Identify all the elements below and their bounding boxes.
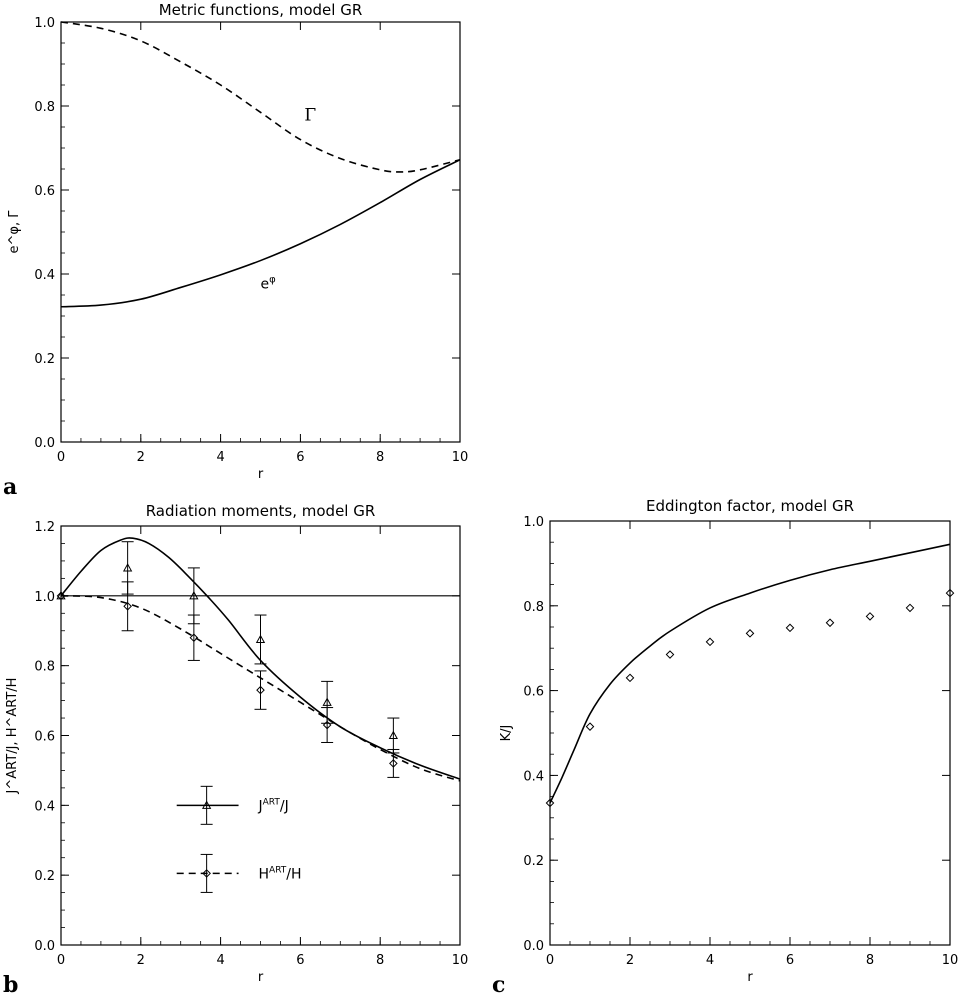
x-tick-label: 2: [626, 953, 634, 968]
legend-label: JART/J: [258, 797, 289, 814]
data-point: [745, 629, 755, 638]
x-tick-label: 4: [216, 450, 224, 465]
data-point: [705, 637, 715, 647]
chart-title: Metric functions, model GR: [159, 1, 363, 19]
series-label-gamma: Γ: [304, 106, 316, 126]
plot-frame: [549, 520, 951, 946]
data-point: [625, 673, 635, 683]
data-point: [322, 720, 332, 730]
data-point: [825, 618, 835, 628]
x-tick-label: 10: [452, 953, 469, 968]
panel-letter: c: [492, 972, 505, 994]
x-tick-label: 10: [452, 450, 469, 465]
x-tick-label: 0: [546, 953, 554, 968]
data-point: [255, 634, 266, 644]
series-2: [545, 588, 955, 808]
x-tick-label: 6: [296, 450, 304, 465]
data-point: [388, 730, 399, 740]
y-tick-label: 0.2: [523, 854, 544, 869]
series-1: [56, 537, 461, 780]
data-point: [189, 633, 199, 643]
x-tick-label: 2: [137, 953, 145, 968]
legend-marker: [201, 800, 212, 809]
y-tick-label: 1.0: [34, 16, 55, 31]
x-axis-label: r: [258, 970, 264, 985]
data-point: [389, 759, 398, 768]
x-tick-label: 4: [706, 953, 714, 968]
data-point: [256, 685, 265, 695]
legend: JART/J HART/H: [176, 785, 302, 893]
y-tick-label: 0.4: [34, 799, 55, 814]
y-tick-label: 0.0: [34, 436, 55, 451]
x-tick-label: 6: [296, 953, 304, 968]
y-tick-label: 0.8: [523, 600, 544, 615]
series-line: [60, 21, 461, 173]
x-axis-label: r: [747, 970, 753, 985]
y-tick-label: 0.4: [523, 769, 544, 784]
series-1: [549, 543, 951, 804]
data-point: [123, 602, 132, 611]
data-point: [945, 588, 955, 598]
y-tick-label: 0.6: [34, 184, 55, 199]
y-tick-label: 0.8: [34, 100, 55, 115]
chart-panel-c: Eddington factor, model GR 0 2 4 6 8 10 0.0 0.2 0…: [492, 497, 958, 994]
data-point: [56, 591, 66, 601]
data-point: [785, 623, 795, 633]
y-tick-label: 0.4: [34, 268, 55, 283]
data-point: [865, 612, 875, 621]
y-tick-label: 0.6: [523, 685, 544, 700]
legend-marker: [202, 869, 211, 878]
chart-title: Eddington factor, model GR: [646, 497, 854, 515]
y-tick-label: 0.6: [34, 730, 55, 745]
y-tick-label: 0.0: [523, 939, 544, 954]
x-tick-label: 8: [376, 450, 384, 465]
data-point: [322, 697, 332, 706]
y-axis-label: J^ART/J, H^ART/H: [5, 678, 20, 795]
data-point: [189, 591, 199, 600]
chart-panel-a: Metric functions, model GR 0 2 4 6 8 10 0.0 0.2 0…: [3, 1, 468, 500]
series-2: [60, 159, 461, 308]
x-tick-label: 4: [216, 953, 224, 968]
y-axis-label: K/J: [499, 725, 514, 742]
data-point: [545, 798, 555, 808]
y-tick-label: 0.8: [34, 660, 55, 675]
x-tick-label: 8: [866, 953, 874, 968]
x-tick-label: 6: [786, 953, 794, 968]
chart-title: Radiation moments, model GR: [146, 502, 376, 520]
y-tick-label: 0.0: [34, 939, 55, 954]
x-tick-label: 0: [57, 450, 65, 465]
x-tick-label: 0: [57, 953, 65, 968]
data-point: [585, 722, 595, 731]
y-tick-label: 1.0: [523, 515, 544, 530]
x-axis-label: r: [258, 467, 264, 482]
series-line: [549, 543, 951, 804]
panel-letter: b: [3, 972, 18, 994]
series-line: [60, 159, 461, 308]
legend-label: HART/H: [259, 865, 302, 882]
plot-frame: [60, 21, 461, 443]
x-tick-label: 8: [376, 953, 384, 968]
series-1: [60, 21, 461, 173]
data-point: [122, 563, 133, 572]
series-label-ephi: eφ: [261, 275, 277, 293]
x-tick-label: 10: [942, 953, 959, 968]
series-2: [56, 581, 461, 782]
data-point: [665, 650, 675, 659]
y-tick-label: 1.0: [34, 590, 55, 605]
x-tick-label: 2: [137, 450, 145, 465]
chart-panel-b: Radiation moments, model GR 0 2 4 6 8 10 0.0 0.2…: [3, 502, 468, 994]
y-tick-label: 1.2: [34, 520, 55, 535]
data-point: [905, 603, 915, 613]
y-tick-label: 0.2: [34, 869, 55, 884]
y-axis-label: e^φ, Γ: [7, 210, 22, 254]
panel-letter: a: [3, 474, 17, 500]
y-tick-label: 0.2: [34, 352, 55, 367]
